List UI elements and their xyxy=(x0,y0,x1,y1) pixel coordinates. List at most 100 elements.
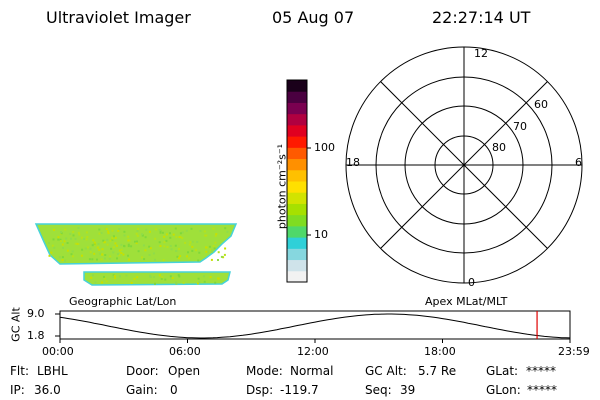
door-label: Door: xyxy=(126,364,159,378)
image-pixel xyxy=(65,237,68,240)
image-pixel xyxy=(98,228,101,231)
ip-value: 36.0 xyxy=(34,383,61,397)
image-pixel xyxy=(203,230,206,233)
colorbar xyxy=(286,79,311,283)
image-pixel xyxy=(72,234,75,237)
altitude-y-label: GC Alt xyxy=(9,307,23,342)
image-pixel xyxy=(89,247,92,250)
image-pixel xyxy=(53,246,56,249)
image-pixel xyxy=(74,237,77,240)
image-pixel xyxy=(144,236,147,239)
image-pixel xyxy=(154,237,157,240)
image-pixel xyxy=(163,241,166,244)
glon-value: ***** xyxy=(527,383,557,397)
image-pixel xyxy=(61,259,64,262)
dsp-label: Dsp: xyxy=(246,383,274,397)
colorbar-segment xyxy=(287,169,307,182)
image-pixel xyxy=(120,252,123,254)
image-pixel xyxy=(48,254,51,257)
gain-label: Gain: xyxy=(126,383,158,397)
colorbar-segment xyxy=(287,158,307,171)
image-pixel xyxy=(83,237,86,240)
image-pixel xyxy=(130,245,133,248)
image-pixel xyxy=(135,242,138,245)
image-pixel xyxy=(141,256,143,259)
observation-time: 22:27:14 UT xyxy=(432,8,531,27)
image-pixel xyxy=(161,231,164,234)
image-pixel xyxy=(135,232,138,235)
image-pixel xyxy=(53,229,55,231)
image-pixel xyxy=(197,277,200,280)
image-pixel xyxy=(91,244,94,247)
image-pixel xyxy=(165,233,168,236)
image-pixel xyxy=(206,246,209,249)
glon-label: GLon: xyxy=(486,383,521,397)
image-pixel xyxy=(149,247,152,250)
image-pixel xyxy=(136,240,138,243)
image-pixel xyxy=(116,257,118,260)
image-pixel xyxy=(158,274,161,277)
image-pixel xyxy=(118,249,121,252)
image-pixel xyxy=(85,238,88,241)
image-pixel xyxy=(217,251,220,254)
image-pixel xyxy=(148,230,151,233)
image-pixel xyxy=(109,239,112,242)
image-pixel xyxy=(133,277,136,280)
colorbar-segment xyxy=(287,192,307,204)
image-pixel xyxy=(94,281,97,284)
image-pixel xyxy=(72,255,74,258)
image-pixel xyxy=(203,280,206,283)
image-pixel xyxy=(77,227,80,229)
image-pixel xyxy=(213,247,216,250)
image-pixel xyxy=(98,248,101,251)
mode-value: Normal xyxy=(290,364,334,378)
time-tick-1200: 12:00 xyxy=(297,345,329,358)
image-pixel xyxy=(66,249,69,252)
image-pixel xyxy=(178,257,180,260)
image-pixel xyxy=(99,252,102,255)
image-pixel xyxy=(205,250,208,253)
image-pixel xyxy=(136,234,139,237)
image-pixel xyxy=(188,257,191,260)
image-pixel xyxy=(69,232,72,235)
image-pixel xyxy=(177,274,180,277)
mlt-label-6: 6 xyxy=(575,156,582,169)
image-pixel xyxy=(199,230,202,233)
image-pixel xyxy=(152,252,155,255)
image-pixel xyxy=(209,276,212,279)
image-pixel xyxy=(161,276,164,279)
image-pixel xyxy=(208,245,211,248)
time-tick-0000: 00:00 xyxy=(42,345,74,358)
image-pixel xyxy=(101,253,104,256)
image-pixel xyxy=(169,232,171,235)
dsp-value: -119.7 xyxy=(280,383,319,397)
colorbar-segment xyxy=(287,80,307,92)
image-pixel xyxy=(108,257,111,260)
image-pixel xyxy=(58,256,61,259)
flt-value: LBHL xyxy=(37,364,68,378)
gcalt-value: 5.7 Re xyxy=(418,364,457,378)
image-pixel xyxy=(195,249,197,252)
mlt-label-0: 0 xyxy=(468,276,475,289)
image-pixel xyxy=(182,281,185,284)
image-pixel xyxy=(148,253,151,256)
image-pixel xyxy=(191,249,194,252)
geographic-panel-label: Geographic Lat/Lon xyxy=(69,295,177,308)
image-pixel xyxy=(181,237,184,240)
apex-panel-label: Apex MLat/MLT xyxy=(425,295,508,308)
image-pixel xyxy=(103,241,106,244)
image-pixel xyxy=(186,255,188,258)
image-pixel xyxy=(179,236,182,239)
mlat-label-80: 80 xyxy=(492,141,506,154)
image-pixel xyxy=(130,281,133,284)
image-pixel xyxy=(113,277,116,280)
colorbar-segment xyxy=(287,214,307,227)
image-pixel xyxy=(191,240,194,243)
image-pixel xyxy=(96,246,99,249)
colorbar-segment xyxy=(287,259,307,272)
image-pixel xyxy=(85,231,88,234)
altitude-tick-high: 9.0 xyxy=(27,307,45,320)
image-pixel xyxy=(215,233,218,236)
image-pixel xyxy=(127,243,130,246)
colorbar-segment xyxy=(287,113,307,126)
